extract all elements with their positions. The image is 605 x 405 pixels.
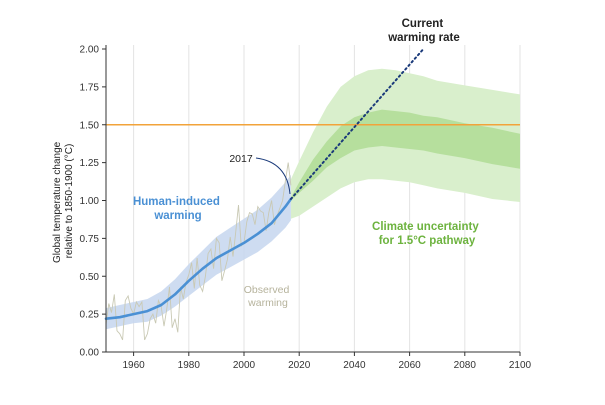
x-tick-label: 2040 — [343, 360, 366, 371]
y-tick-label: 1.50 — [80, 120, 100, 131]
y-tick-label: 0.50 — [80, 272, 100, 283]
x-tick-label: 2000 — [233, 360, 256, 371]
x-tick-label: 2060 — [398, 360, 421, 371]
x-tick-label: 2020 — [288, 360, 311, 371]
x-tick-label: 1960 — [122, 360, 145, 371]
series-lines — [104, 48, 425, 341]
y-axis-title: Global temperature change relative to 18… — [52, 139, 75, 263]
y-tick-label: 2.00 — [80, 45, 100, 56]
axes — [102, 45, 521, 356]
observed-label: Observed warming — [244, 284, 292, 309]
y-tick-label: 1.25 — [80, 158, 100, 169]
y-tick-label: 0.25 — [80, 310, 100, 321]
human-induced-label: Human-induced warming — [133, 196, 223, 222]
x-tick-label: 2080 — [454, 360, 477, 371]
y-tick-label: 0.75 — [80, 234, 100, 245]
uncertainty-inner-band — [290, 109, 520, 201]
tick-labels: 1960 1980 2000 2020 2040 2060 2080 2100 0.00 0.25… — [80, 45, 532, 372]
current-rate-label: Current warming rate — [387, 18, 460, 44]
x-tick-label: 1980 — [178, 360, 201, 371]
y-tick-label: 1.75 — [80, 82, 100, 93]
uncertainty-label: Climate uncertainty for 1.5°C pathway — [372, 221, 482, 247]
year-marker-label: 2017 — [229, 153, 253, 165]
y-tick-label: 0.00 — [80, 348, 100, 359]
year-marker-arrow — [255, 157, 291, 195]
x-tick-label: 2100 — [509, 360, 532, 371]
human-induced-line — [104, 197, 293, 320]
current-rate-line — [289, 48, 425, 200]
y-tick-label: 1.00 — [80, 196, 100, 207]
